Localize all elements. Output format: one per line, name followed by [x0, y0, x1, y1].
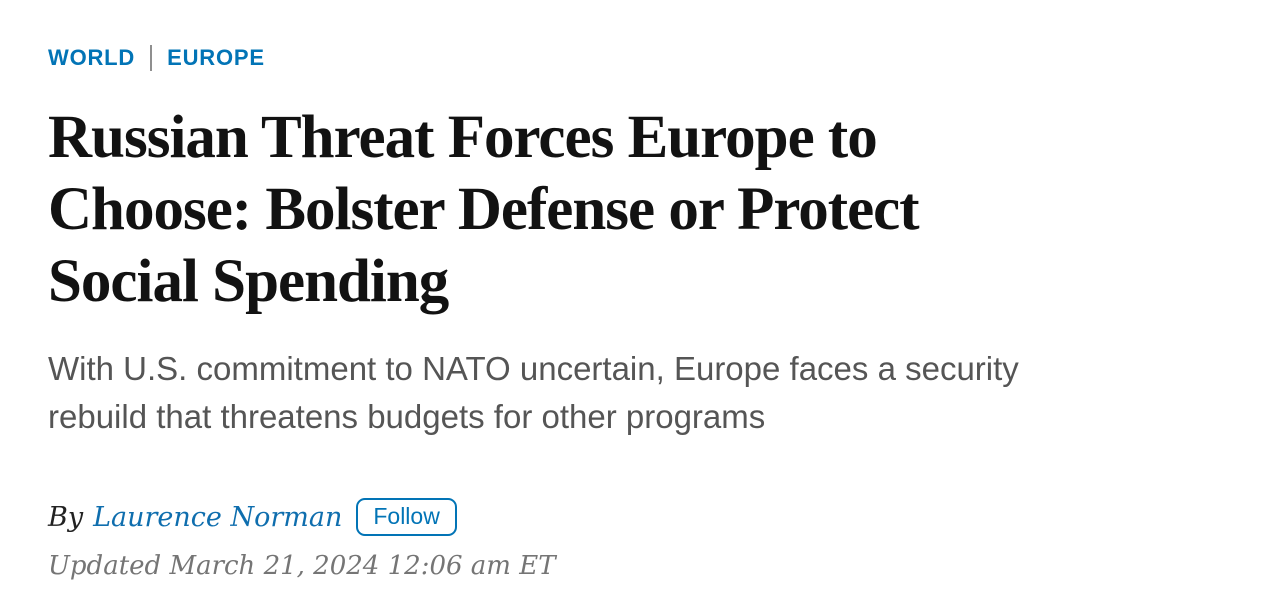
subheadline-line-1: With U.S. commitment to NATO uncertain, … [48, 350, 1019, 387]
author-link[interactable]: Laurence Norman [93, 501, 343, 533]
subheadline-line-2: rebuild that threatens budgets for other… [48, 398, 766, 435]
breadcrumb-link-europe[interactable]: EUROPE [167, 45, 265, 70]
byline-prefix: By [48, 501, 84, 533]
follow-button[interactable]: Follow [356, 498, 457, 536]
breadcrumb-separator [150, 45, 153, 71]
updated-timestamp: Updated March 21, 2024 12:06 am ET [48, 551, 556, 581]
breadcrumb-link-world[interactable]: WORLD [48, 45, 136, 70]
page-title: Russian Threat Forces Europe to Choose: … [48, 102, 1232, 318]
article-header: WORLD EUROPE Russian Threat Forces Europ… [48, 44, 1232, 581]
headline-line-3: Social Spending [48, 248, 449, 315]
subheadline: With U.S. commitment to NATO uncertain, … [48, 345, 1232, 441]
headline-line-1: Russian Threat Forces Europe to [48, 104, 878, 171]
byline: By Laurence Norman Follow [48, 498, 1232, 536]
headline-line-2: Choose: Bolster Defense or Protect [48, 176, 920, 243]
breadcrumb: WORLD EUROPE [48, 44, 1232, 72]
